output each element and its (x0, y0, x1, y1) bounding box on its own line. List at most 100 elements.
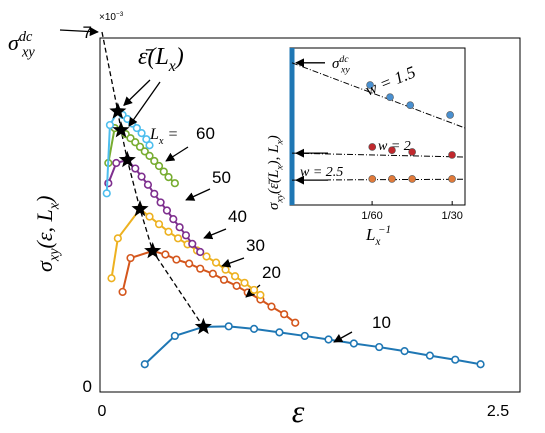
data-point (408, 148, 416, 156)
data-point (104, 179, 113, 188)
data-point (448, 175, 456, 183)
inset-y-label-part: x (275, 140, 286, 146)
data-point (140, 360, 149, 369)
data-point (202, 252, 211, 261)
fit-line (291, 62, 466, 129)
y-axis-label-part: (ε, L (32, 209, 57, 248)
multiplier-part: ×10 (99, 12, 116, 23)
y-axis-label-part: x (47, 202, 63, 210)
x-tick-label: 1/60 (361, 210, 382, 222)
data-point (156, 198, 165, 207)
data-point (280, 310, 289, 319)
data-point (170, 331, 179, 341)
y-axis-label-part: ) (32, 196, 57, 205)
data-point (126, 253, 135, 263)
series-label: 40 (228, 207, 247, 226)
data-point (164, 173, 173, 182)
data-point (425, 351, 434, 360)
series-label: 10 (372, 313, 391, 332)
arrow (59, 27, 99, 37)
data-point (249, 285, 259, 295)
inset-x-label-sup: −1 (378, 224, 391, 236)
data-point (256, 290, 265, 300)
inset-x-label-part: x (374, 236, 380, 248)
fit-line (291, 152, 466, 158)
data-point (137, 172, 146, 181)
arrow (221, 257, 245, 268)
data-point (161, 250, 170, 259)
data-point (476, 360, 485, 369)
legend-prefix-part: x (158, 136, 164, 147)
data-point (169, 215, 178, 224)
inset-frame (289, 47, 466, 206)
data-point (112, 158, 121, 168)
data-point (221, 265, 230, 274)
series-label: w = 2.5 (300, 165, 343, 180)
data-point (400, 347, 409, 356)
inset-y-label-part: (ε̄(L (266, 170, 282, 194)
optimum-trend (101, 31, 204, 328)
data-point (232, 281, 241, 290)
data-point (188, 239, 197, 248)
x-tick-label: 0 (98, 403, 107, 420)
optimum-star (112, 121, 130, 138)
data-point (208, 269, 217, 278)
data-point (196, 264, 205, 273)
inset-sigma-dc-part: dc (339, 54, 349, 65)
data-point (211, 258, 221, 267)
data-point (224, 322, 233, 331)
data-point (185, 259, 194, 268)
data-point (448, 151, 456, 159)
x-tick-label: 1/30 (441, 210, 462, 222)
data-point (291, 318, 300, 327)
multiplier-part: −3 (116, 11, 124, 18)
inset-y-label-part: x (275, 165, 286, 171)
data-point (388, 175, 396, 183)
inset-x-label-part: L (365, 225, 375, 244)
arrow (185, 188, 211, 201)
data-point (137, 129, 146, 138)
data-point (275, 328, 284, 337)
data-point (324, 335, 333, 344)
data-point (150, 189, 159, 198)
data-point (107, 274, 116, 283)
data-point (249, 324, 259, 333)
data-point (113, 234, 122, 243)
data-point (349, 339, 358, 348)
inset-sigma-dc-sub-part: xy (340, 65, 350, 76)
y-axis-label: σxy(ε, Lx) (32, 196, 63, 272)
sigma-dc-sub-part: xy (21, 45, 35, 61)
data-point (131, 138, 140, 147)
data-point (162, 206, 172, 215)
optimum-star (194, 317, 212, 335)
data-point (145, 151, 154, 160)
inset-sigma-dc-part: σ (332, 56, 340, 72)
x-tick-label: 2.5 (487, 403, 509, 420)
plot-frame (99, 37, 521, 393)
data-point (164, 227, 173, 236)
legend-prefix-part: L (149, 126, 159, 143)
data-point (173, 234, 183, 243)
arrow (203, 228, 227, 240)
sigma-dc-label: σdc (8, 29, 33, 55)
data-point (368, 143, 377, 151)
data-point (172, 255, 181, 264)
optimum-star (144, 242, 162, 259)
sigma-dc-label-part: σ (8, 30, 20, 55)
data-point (368, 175, 377, 183)
series-label: w = 2 (378, 139, 411, 154)
data-point (170, 179, 179, 188)
series-label: 20 (262, 263, 281, 282)
series-label: 50 (212, 168, 231, 187)
data-point (219, 275, 229, 284)
data-point (240, 278, 249, 287)
inset-y-label-part: ), L (266, 145, 282, 167)
inset-y-label-part: ) (266, 135, 282, 141)
x-axis-label: ε (292, 393, 305, 429)
data-point (118, 287, 127, 297)
optimum-star (118, 150, 136, 168)
inset-y-label-part: σ (266, 202, 282, 210)
series-label: 60 (196, 124, 215, 143)
data-point (375, 342, 384, 352)
data-point (140, 147, 149, 156)
